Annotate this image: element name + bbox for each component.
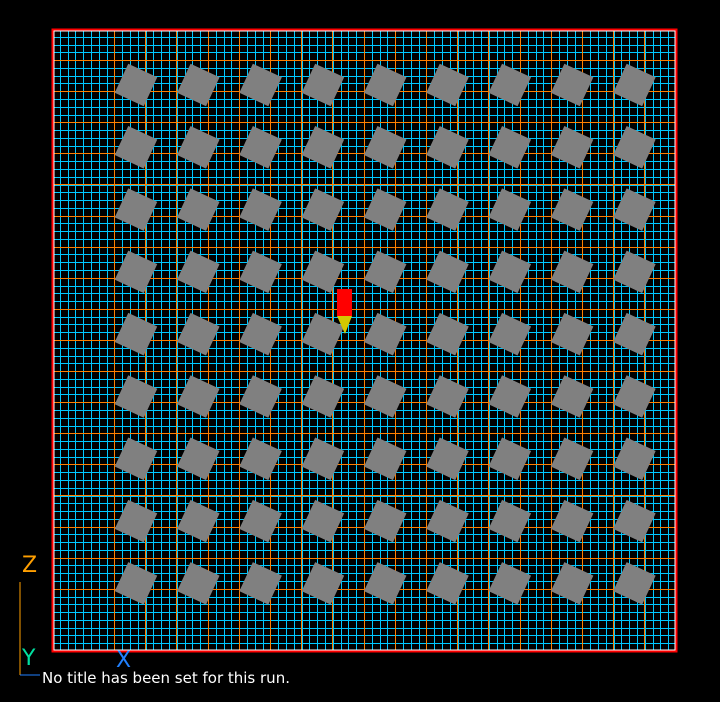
stock-part [114,499,158,543]
stock-part [426,63,469,107]
stock-part [426,188,469,231]
stock-part [239,375,282,418]
stock-part [426,250,469,294]
run-title: No title has been set for this run. [42,669,290,687]
stock-part [426,499,469,543]
work-area-inner-border [53,30,676,651]
stock-part [114,437,158,481]
z-axis-label: Z [22,553,38,578]
stock-part [613,126,656,169]
stock-part [177,562,220,605]
stock-part [488,250,532,294]
stock-part [114,63,158,107]
stock-part [550,562,594,605]
stock-part [426,562,469,605]
stock-part [613,63,656,107]
stock-part [177,126,220,169]
stock-part [301,375,345,418]
stock-part [239,63,282,107]
stock-part [613,312,656,356]
stock-part [177,250,220,294]
stock-part [239,126,282,169]
stock-part [613,250,656,294]
stock-part [550,375,594,418]
stock-part [177,312,220,356]
stock-part [488,312,532,356]
stock-part [177,499,220,543]
stock-part [177,437,220,481]
stock-part [363,188,407,231]
y-axis-label: Y [22,646,36,671]
stock-part [550,63,594,107]
stock-part [239,562,282,605]
stock-part [239,250,282,294]
stock-part [550,188,594,231]
stock-part [114,250,158,294]
stock-part [550,312,594,356]
stock-part [488,188,532,231]
stock-part [488,499,532,543]
stock-part [301,562,345,605]
stock-part [550,126,594,169]
stock-part [550,437,594,481]
stock-part [363,250,407,294]
stock-part [239,312,282,356]
stock-part [488,375,532,418]
stock-part [613,188,656,231]
stock-part [363,437,407,481]
axis-triad-icon [19,582,40,676]
stock-part [177,375,220,418]
stock-part [301,63,345,107]
stock-part [426,126,469,169]
work-area-border [51,28,678,653]
stock-part [426,312,469,356]
cutting-tool-icon [337,289,352,334]
stock-parts [114,63,656,605]
stock-part [301,188,345,231]
stock-part [363,63,407,107]
stock-part [363,499,407,543]
stock-part [301,312,345,356]
stock-part [363,312,407,356]
stock-part [114,312,158,356]
stock-part [363,126,407,169]
stock-part [613,375,656,418]
stock-part [114,562,158,605]
stock-part [488,562,532,605]
stock-part [239,188,282,231]
stock-part [488,63,532,107]
stock-part [301,126,345,169]
stock-part [613,562,656,605]
stock-part [114,188,158,231]
x-axis-label: X [116,648,132,673]
stock-part [114,126,158,169]
stock-part [488,437,532,481]
stock-part [613,499,656,543]
stock-part [363,562,407,605]
stock-part [301,437,345,481]
stock-part [177,63,220,107]
stock-part [177,188,220,231]
stock-part [550,499,594,543]
stock-part [363,375,407,418]
stock-part [426,437,469,481]
stock-part [301,499,345,543]
stock-part [239,437,282,481]
stock-part [550,250,594,294]
stock-part [426,375,469,418]
stock-part [488,126,532,169]
stock-part [613,437,656,481]
stock-part [114,375,158,418]
stock-part [301,250,345,294]
stock-part [239,499,282,543]
